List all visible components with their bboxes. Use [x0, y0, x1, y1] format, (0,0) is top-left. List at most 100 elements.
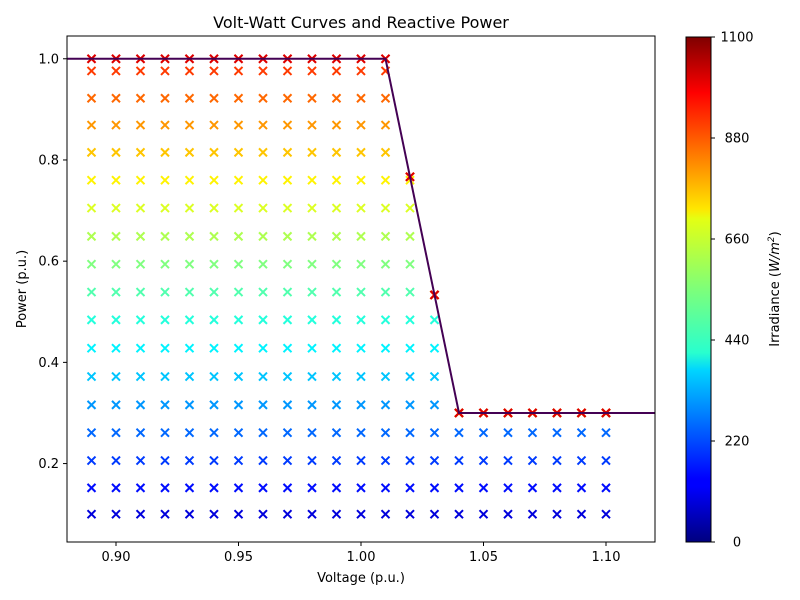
- scatter-point: [233, 93, 244, 103]
- scatter-point: [601, 427, 611, 438]
- scatter-point: [307, 315, 317, 325]
- scatter-point: [184, 66, 195, 76]
- scatter-point: [552, 483, 562, 493]
- scatter-point: [356, 455, 366, 466]
- scatter-point: [233, 66, 244, 76]
- scatter-point: [184, 203, 195, 213]
- scatter-point: [111, 509, 121, 519]
- scatter-point: [135, 287, 146, 297]
- scatter-point: [307, 287, 317, 297]
- scatter-point: [160, 147, 170, 158]
- scatter-point: [233, 400, 244, 410]
- scatter-point: [380, 93, 391, 103]
- scatter-point: [209, 287, 219, 297]
- x-tick-label: 0.90: [102, 550, 131, 565]
- scatter-point: [454, 483, 464, 493]
- scatter-point: [552, 455, 562, 466]
- scatter-point: [454, 427, 464, 438]
- scatter-point: [184, 509, 195, 519]
- scatter-point: [111, 93, 121, 103]
- scatter-point: [111, 315, 121, 325]
- scatter-point: [209, 343, 219, 353]
- scatter-point: [209, 400, 219, 410]
- scatter-point: [233, 259, 244, 269]
- scatter-point: [111, 203, 121, 213]
- scatter-point: [111, 259, 121, 269]
- scatter-point: [356, 66, 366, 76]
- scatter-point: [405, 509, 415, 519]
- y-tick-label: 1.0: [38, 52, 59, 67]
- scatter-point: [307, 175, 317, 185]
- scatter-point: [429, 400, 440, 410]
- colorbar-label: Irradiance (W/m2): [767, 231, 783, 346]
- scatter-point: [380, 203, 391, 213]
- scatter-point: [331, 343, 342, 353]
- scatter-point: [331, 455, 342, 466]
- scatter-point: [601, 509, 611, 519]
- x-tick-label: 1.00: [347, 550, 376, 565]
- scatter-point: [282, 120, 293, 130]
- scatter-point: [111, 147, 121, 158]
- scatter-point: [405, 315, 415, 325]
- scatter-point: [111, 483, 121, 493]
- scatter-point: [429, 455, 440, 466]
- scatter-point: [356, 343, 366, 353]
- colorbar-tick-label: 0: [733, 536, 741, 551]
- plot-background: [67, 36, 655, 542]
- scatter-point: [160, 287, 170, 297]
- scatter-point: [380, 259, 391, 269]
- scatter-point: [527, 509, 538, 519]
- colorbar-tick-label: 660: [725, 233, 750, 248]
- x-tick-label: 1.10: [592, 550, 621, 565]
- scatter-point: [576, 509, 587, 519]
- scatter-point: [209, 175, 219, 185]
- scatter-point: [160, 427, 170, 438]
- scatter-point: [380, 287, 391, 297]
- scatter-point: [356, 231, 366, 242]
- scatter-point: [184, 147, 195, 158]
- scatter-point: [258, 455, 268, 466]
- scatter-point: [380, 175, 391, 185]
- scatter-point: [429, 427, 440, 438]
- scatter-point: [282, 66, 293, 76]
- scatter-point: [282, 175, 293, 185]
- scatter-point: [135, 66, 146, 76]
- scatter-point: [160, 203, 170, 213]
- scatter-point: [576, 427, 587, 438]
- y-tick-label: 0.6: [38, 255, 59, 270]
- scatter-point: [307, 483, 317, 493]
- scatter-point: [135, 203, 146, 213]
- scatter-point: [160, 371, 170, 382]
- scatter-point: [135, 509, 146, 519]
- scatter-point: [307, 203, 317, 213]
- scatter-point: [282, 400, 293, 410]
- scatter-point: [282, 231, 293, 242]
- scatter-point: [209, 231, 219, 242]
- scatter-point: [356, 427, 366, 438]
- colorbar-tick-label: 220: [725, 435, 750, 450]
- scatter-point: [135, 483, 146, 493]
- x-axis: 0.90 0.95 1.00 1.05 1.10: [102, 542, 621, 565]
- scatter-point: [258, 509, 268, 519]
- scatter-point: [160, 259, 170, 269]
- scatter-point: [380, 400, 391, 410]
- scatter-point: [552, 509, 562, 519]
- scatter-point: [282, 315, 293, 325]
- scatter-point: [405, 455, 415, 466]
- scatter-point: [184, 343, 195, 353]
- scatter-point: [111, 455, 121, 466]
- scatter-point: [111, 231, 121, 242]
- scatter-point: [307, 66, 317, 76]
- scatter-point: [135, 147, 146, 158]
- scatter-point: [331, 203, 342, 213]
- scatter-point: [184, 175, 195, 185]
- scatter-point: [111, 371, 121, 382]
- scatter-point: [503, 483, 513, 493]
- scatter-point: [184, 371, 195, 382]
- scatter-point: [209, 147, 219, 158]
- scatter-point: [209, 203, 219, 213]
- scatter-point: [282, 483, 293, 493]
- scatter-point: [429, 509, 440, 519]
- scatter-point: [160, 400, 170, 410]
- scatter-point: [282, 93, 293, 103]
